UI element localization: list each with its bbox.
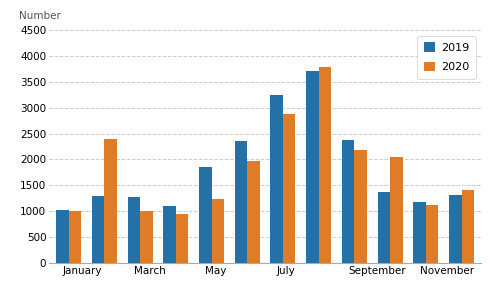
Bar xyxy=(283,114,296,263)
Bar xyxy=(390,157,403,263)
Bar xyxy=(342,140,355,263)
Bar xyxy=(92,196,105,263)
Bar xyxy=(449,195,462,263)
Bar xyxy=(306,70,319,263)
Bar xyxy=(247,162,260,263)
Bar xyxy=(140,210,153,263)
Bar xyxy=(413,202,426,263)
Bar xyxy=(426,205,438,263)
Bar xyxy=(319,67,331,263)
Bar xyxy=(199,167,212,263)
Bar xyxy=(378,192,390,263)
Bar xyxy=(128,197,140,263)
Bar xyxy=(271,95,283,263)
Bar xyxy=(56,210,69,263)
Bar xyxy=(105,139,117,263)
Bar xyxy=(212,199,224,263)
Legend: 2019, 2020: 2019, 2020 xyxy=(417,36,476,79)
Bar xyxy=(235,141,247,263)
Bar xyxy=(355,150,367,263)
Bar xyxy=(176,214,189,263)
Text: Number: Number xyxy=(19,11,61,21)
Bar xyxy=(462,190,474,263)
Bar xyxy=(164,206,176,263)
Bar xyxy=(69,210,81,263)
